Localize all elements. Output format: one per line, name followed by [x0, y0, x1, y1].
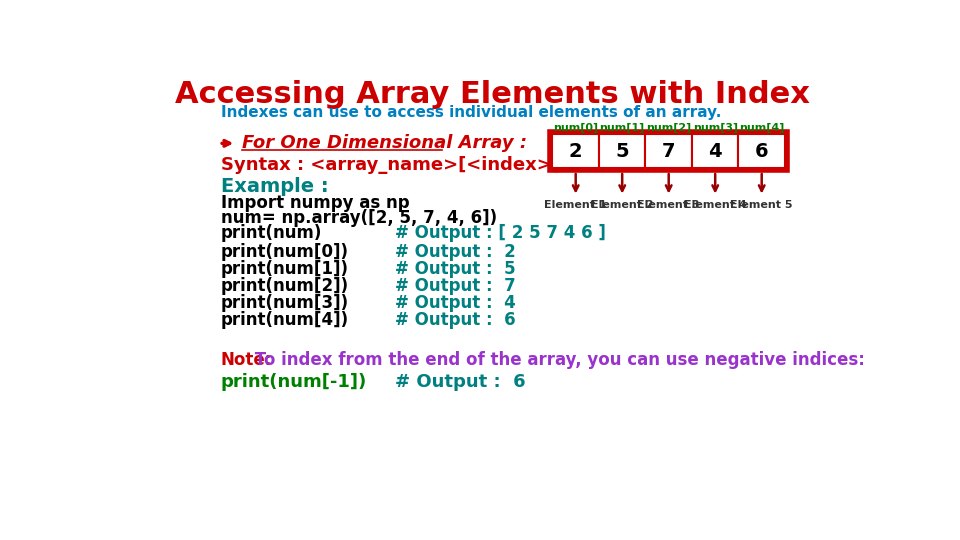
Text: print(num[3]): print(num[3]): [221, 294, 348, 312]
Text: # Output :  6: # Output : 6: [396, 373, 526, 391]
Text: To index from the end of the array, you can use negative indices:: To index from the end of the array, you …: [250, 350, 865, 369]
Text: print(num[2]): print(num[2]): [221, 277, 348, 295]
Text: Element 5: Element 5: [731, 200, 793, 210]
Text: # Output :  2: # Output : 2: [396, 243, 516, 261]
Bar: [645, 134, 692, 168]
Text: # Output :  4: # Output : 4: [396, 294, 516, 312]
Text: Accessing Array Elements with Index: Accessing Array Elements with Index: [175, 79, 809, 109]
Text: 7: 7: [662, 141, 676, 160]
Text: # Output :  5: # Output : 5: [396, 260, 516, 278]
Text: 2: 2: [569, 141, 583, 160]
Text: print(num): print(num): [221, 224, 323, 242]
Bar: [599, 134, 645, 168]
Text: Element 3: Element 3: [637, 200, 700, 210]
Bar: [552, 134, 599, 168]
Text: # Output : [ 2 5 7 4 6 ]: # Output : [ 2 5 7 4 6 ]: [396, 224, 606, 242]
Text: Import numpy as np: Import numpy as np: [221, 194, 409, 212]
Text: num[0]: num[0]: [553, 123, 598, 133]
Bar: [550, 132, 787, 170]
Text: print(num[0]): print(num[0]): [221, 243, 348, 261]
Text: # Output :  6: # Output : 6: [396, 310, 516, 329]
Text: num[2]: num[2]: [646, 123, 691, 133]
Text: Example :: Example :: [221, 177, 328, 196]
Text: Element 1: Element 1: [544, 200, 607, 210]
Text: num[3]: num[3]: [692, 123, 738, 133]
Text: Element 4: Element 4: [684, 200, 747, 210]
Text: Indexes can use to access individual elements of an array.: Indexes can use to access individual ele…: [221, 105, 721, 120]
Text: num[1]: num[1]: [600, 123, 645, 133]
Text: Syntax : <array_name>[<index>]: Syntax : <array_name>[<index>]: [221, 156, 560, 174]
Text: num= np.array([2, 5, 7, 4, 6]): num= np.array([2, 5, 7, 4, 6]): [221, 209, 497, 227]
Text: 6: 6: [755, 141, 769, 160]
Text: 4: 4: [708, 141, 722, 160]
Text: Element 2: Element 2: [591, 200, 654, 210]
Text: print(num[-1]): print(num[-1]): [221, 373, 367, 391]
Text: print(num[1]): print(num[1]): [221, 260, 348, 278]
Text: num[4]: num[4]: [739, 123, 784, 133]
Text: For One Dimensional Array :: For One Dimensional Array :: [243, 134, 528, 152]
Text: Note:: Note:: [221, 350, 272, 369]
Bar: [738, 134, 785, 168]
Text: print(num[4]): print(num[4]): [221, 310, 348, 329]
Text: 5: 5: [615, 141, 629, 160]
Bar: [692, 134, 738, 168]
Text: # Output :  7: # Output : 7: [396, 277, 516, 295]
